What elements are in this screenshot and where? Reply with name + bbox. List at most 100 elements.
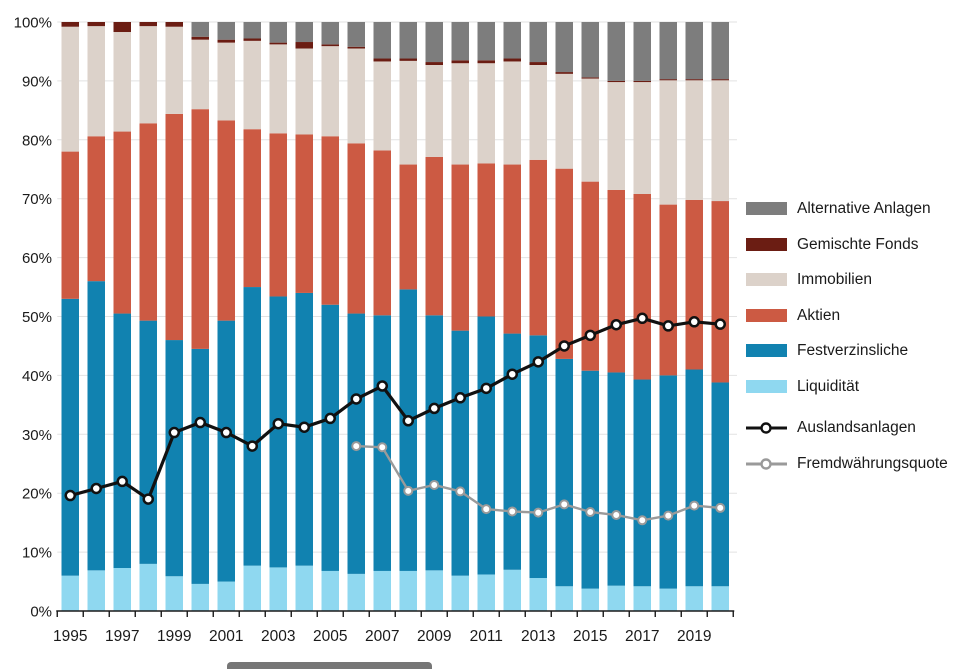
legend-label: Liquidität <box>797 377 860 395</box>
data-point-marker <box>533 507 544 518</box>
legend-label: Gemischte Fonds <box>797 235 919 253</box>
data-point-marker <box>480 382 492 395</box>
legend-swatch-gemischte-fonds <box>746 237 787 251</box>
data-point-marker <box>662 320 674 332</box>
data-point-marker <box>636 312 648 325</box>
x-tick-label: 2009 <box>417 628 451 645</box>
bar-segment-alternative-anlagen-2013 <box>529 22 547 63</box>
bar-segment-immobilien-2018 <box>659 80 677 205</box>
bar-segment-aktien-2014 <box>555 168 573 359</box>
bar-segment-festverzinsliche-2002 <box>243 287 261 566</box>
bar-segment-aktien-2017 <box>633 193 651 380</box>
bar-segment-immobilien-1997 <box>113 32 131 132</box>
cropped-bottom-element <box>227 662 432 669</box>
y-tick-label: 50% <box>22 309 52 326</box>
bar-segment-liquidit-t-2015 <box>581 588 599 611</box>
bar-segment-immobilien-2009 <box>425 64 443 157</box>
bar-segment-liquidit-t-2004 <box>295 565 313 611</box>
bar-segment-immobilien-2006 <box>347 48 365 144</box>
bar-segment-immobilien-2008 <box>399 60 417 165</box>
bar-segment-liquidit-t-2017 <box>633 586 651 611</box>
bar-segment-liquidit-t-2006 <box>347 573 365 611</box>
legend-swatch-liquiditaet <box>746 379 787 393</box>
bar-segment-immobilien-2011 <box>477 63 495 164</box>
bar-segment-liquidit-t-2018 <box>659 588 677 611</box>
x-tick-label: 2013 <box>521 628 555 645</box>
data-point-marker <box>688 316 700 328</box>
legend-item-immobilien: Immobilien <box>746 262 958 298</box>
legend-label: Aktien <box>797 306 841 324</box>
bar-segment-aktien-2001 <box>217 120 235 321</box>
bar-segment-gemischte-fonds-2007 <box>373 58 391 62</box>
bar-segment-aktien-2020 <box>711 201 729 383</box>
data-point-marker <box>714 318 726 330</box>
legend-swatch-fremdwaehrungsquote-line-icon <box>746 457 787 470</box>
legend-item-fremdwaehrungsquote: Fremdwährungsquote <box>746 446 958 482</box>
bar-segment-immobilien-2010 <box>451 63 469 165</box>
bar-segment-immobilien-2007 <box>373 61 391 151</box>
bar-segment-immobilien-2014 <box>555 73 573 169</box>
data-point-marker <box>90 482 102 495</box>
bar-segment-immobilien-2015 <box>581 78 599 182</box>
bar-segment-gemischte-fonds-1996 <box>87 22 105 27</box>
data-point-marker <box>64 489 76 502</box>
bar-segment-aktien-2008 <box>399 164 417 290</box>
bar-segment-liquidit-t-2000 <box>191 583 209 611</box>
bar-segment-alternative-anlagen-2009 <box>425 22 443 63</box>
bar-segment-gemischte-fonds-1998 <box>139 22 157 27</box>
y-tick-label: 90% <box>22 73 52 90</box>
bar-segment-liquidit-t-2019 <box>685 586 703 611</box>
bar-segment-liquidit-t-1996 <box>87 570 105 611</box>
legend-swatch-aktien <box>746 308 787 322</box>
legend-swatch-festverzinsliche <box>746 344 787 358</box>
bar-segment-festverzinsliche-2000 <box>191 348 209 584</box>
y-tick-label: 10% <box>22 545 52 562</box>
bar-segment-immobilien-2000 <box>191 39 209 110</box>
legend-item-auslandsanlagen: Auslandsanlagen <box>746 410 958 446</box>
legend-swatch-immobilien <box>746 273 787 287</box>
bar-segment-aktien-2012 <box>503 164 521 334</box>
bar-segment-liquidit-t-2007 <box>373 570 391 611</box>
line-auslandsanlagen <box>64 312 726 505</box>
data-point-marker <box>454 392 466 404</box>
y-tick-label: 20% <box>22 486 52 503</box>
bar-segment-immobilien-1998 <box>139 26 157 124</box>
legend-item-gemischte-fonds: Gemischte Fonds <box>746 227 958 263</box>
data-point-marker <box>350 393 362 405</box>
bar-segment-aktien-1997 <box>113 131 131 314</box>
legend-item-festverzinsliche: Festverzinsliche <box>746 333 958 369</box>
y-tick-label: 40% <box>22 368 52 385</box>
data-point-marker <box>351 441 362 452</box>
bar-segment-alternative-anlagen-2016 <box>607 22 625 81</box>
bar-segment-immobilien-2004 <box>295 48 313 135</box>
data-point-marker <box>377 442 388 453</box>
bar-segment-aktien-1995 <box>61 151 79 299</box>
bar-segment-immobilien-2001 <box>217 42 235 121</box>
bar-segment-gemischte-fonds-1997 <box>113 22 131 33</box>
y-axis: 0% 10% 20% 30% 40% 50% 60% 70% 80% 90% 100% <box>14 15 52 621</box>
bar-segment-liquidit-t-2002 <box>243 565 261 611</box>
bar-segment-festverzinsliche-1996 <box>87 281 105 571</box>
bar-segment-liquidit-t-2011 <box>477 574 495 611</box>
bar-segment-alternative-anlagen-2004 <box>295 22 313 43</box>
legend-item-alternative-anlagen: Alternative Anlagen <box>746 191 958 227</box>
data-point-marker <box>402 415 414 427</box>
data-point-marker <box>142 493 154 505</box>
data-point-marker <box>324 412 336 425</box>
bar-segment-liquidit-t-1995 <box>61 575 79 611</box>
legend-label: Immobilien <box>797 271 872 288</box>
bar-segment-immobilien-2020 <box>711 80 729 202</box>
bar-segment-liquidit-t-1997 <box>113 568 131 611</box>
data-point-marker <box>428 402 440 415</box>
bar-segment-alternative-anlagen-2010 <box>451 22 469 61</box>
bar-segment-aktien-2000 <box>191 109 209 349</box>
bar-segment-alternative-anlagen-2019 <box>685 22 703 80</box>
bar-segment-aktien-2003 <box>269 133 287 297</box>
bar-segment-festverzinsliche-2011 <box>477 316 495 575</box>
bar-segment-gemischte-fonds-2019 <box>685 79 703 81</box>
y-tick-label: 0% <box>30 604 52 621</box>
bar-segment-aktien-2013 <box>529 159 547 336</box>
bar-segment-gemischte-fonds-2002 <box>243 38 261 41</box>
